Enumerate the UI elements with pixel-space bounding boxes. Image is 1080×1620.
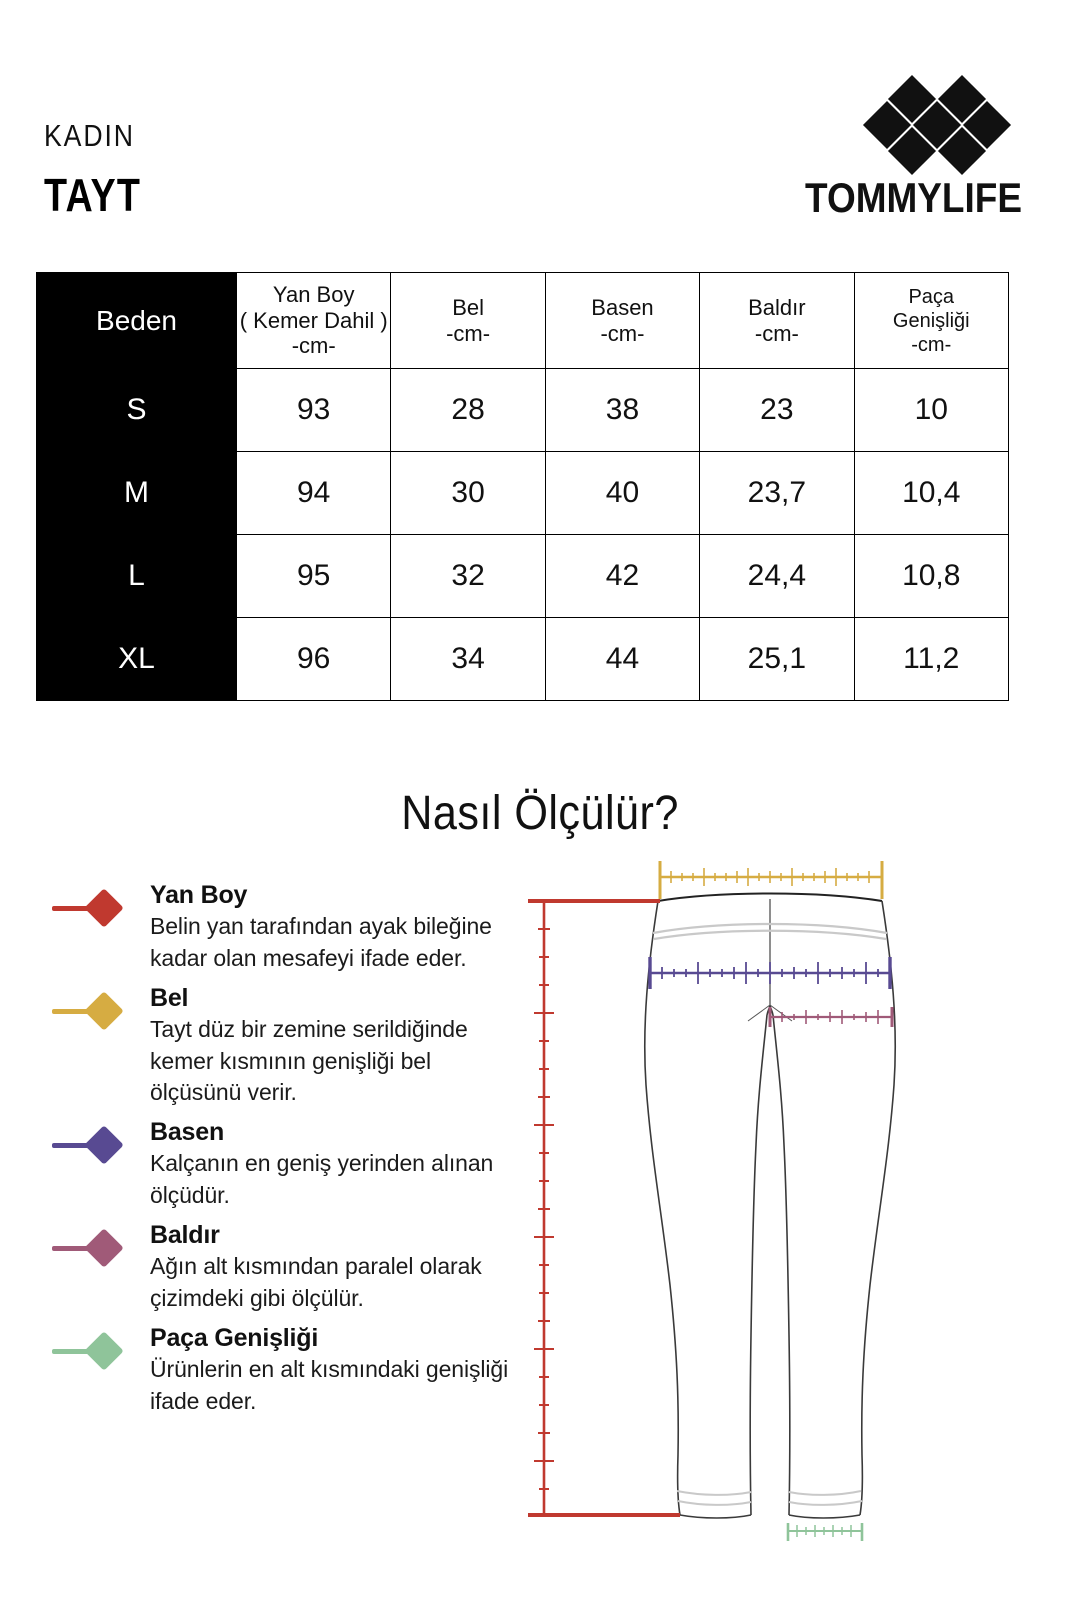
cell-beden: M — [36, 451, 237, 535]
cell-baldir: 25,1 — [699, 617, 855, 701]
cell-basen: 44 — [544, 617, 701, 701]
column-header-paca-genisligi: Paça Genişliği -cm- — [853, 272, 1009, 369]
column-header-baldir: Baldır -cm- — [699, 272, 855, 369]
header-unit: -cm- — [754, 320, 799, 346]
page-title: TAYT — [44, 169, 142, 221]
cell-bel: 30 — [390, 451, 546, 535]
diamond-lattice-logo-icon — [852, 74, 1022, 176]
basen-ruler — [648, 957, 892, 989]
header-sublabel: ( Kemer Dahil ) — [239, 307, 388, 333]
cell-yan-boy: 94 — [235, 451, 392, 535]
brand-logo: TOMMYLIFE — [752, 74, 1022, 232]
ankle-cuff-seam — [676, 1490, 863, 1506]
header-unit: -cm- — [291, 333, 336, 359]
legend-name: Basen — [150, 1118, 225, 1147]
cell-baldir: 23,7 — [699, 451, 855, 535]
header-label: Baldır — [748, 294, 806, 320]
diamond-marker-icon — [52, 888, 134, 928]
legend-item-paca-genisligi: Paça Genişliği Ürünlerin en alt kısmında… — [52, 1323, 522, 1418]
cell-yan-boy: 96 — [235, 617, 392, 701]
yan-boy-ruler — [528, 899, 680, 1517]
cell-basen: 40 — [544, 451, 701, 535]
diamond-marker-icon — [52, 1125, 134, 1165]
howto-section-title: Nasıl Ölçülür? — [401, 787, 679, 840]
category-kicker: KADIN — [44, 118, 135, 153]
header-unit: -cm- — [600, 320, 645, 346]
cell-paca: 10 — [853, 368, 1009, 452]
header-unit: -cm- — [446, 320, 491, 346]
cell-yan-boy: 93 — [235, 368, 392, 452]
table-row: L 95 32 42 24,4 10,8 — [36, 534, 1009, 618]
legend-name: Paça Genişliği — [150, 1323, 319, 1352]
header-label: Basen — [591, 294, 654, 320]
diamond-marker-icon — [52, 1228, 134, 1268]
cell-basen: 42 — [544, 534, 701, 618]
cell-basen: 38 — [544, 368, 701, 452]
legend-description: Belin yan tarafından ayak bileğine kadar… — [150, 913, 492, 971]
header-sublabel: Genişliği — [892, 309, 970, 332]
measurement-legend: Yan Boy Belin yan tarafından ayak bileği… — [52, 880, 522, 1425]
paca-ruler — [786, 1523, 864, 1541]
table-row: S 93 28 38 23 10 — [36, 368, 1009, 452]
size-chart-table: Beden Yan Boy ( Kemer Dahil ) -cm- Bel -… — [36, 272, 1009, 701]
table-header-row: Beden Yan Boy ( Kemer Dahil ) -cm- Bel -… — [36, 272, 1009, 369]
legend-item-basen: Basen Kalçanın en geniş yerinden alınan … — [52, 1117, 522, 1212]
diamond-marker-icon — [52, 990, 134, 1031]
column-header-bel: Bel -cm- — [390, 272, 546, 369]
legend-item-bel: Bel Tayt düz bir zemine serildiğinde kem… — [52, 983, 522, 1109]
cell-beden: XL — [36, 617, 237, 701]
cell-bel: 28 — [390, 368, 546, 452]
cell-beden: L — [36, 534, 237, 618]
bel-ruler — [658, 861, 884, 899]
legend-description: Tayt düz bir zemine serildiğinde kemer k… — [150, 1015, 468, 1106]
header-label: Yan Boy — [272, 281, 355, 307]
cell-paca: 10,4 — [853, 451, 1009, 535]
legend-name: Baldır — [150, 1220, 220, 1249]
legend-description: Ürünlerin en alt kısmındaki genişliği if… — [150, 1355, 509, 1414]
leggings-outline — [643, 892, 897, 1519]
legend-name: Bel — [150, 983, 189, 1012]
leggings-technical-drawing — [520, 855, 1040, 1555]
header-label: Paça — [908, 285, 955, 308]
table-row: M 94 30 40 23,7 10,4 — [36, 451, 1009, 535]
column-header-beden: Beden — [36, 272, 237, 369]
baldir-ruler — [768, 1007, 894, 1027]
diamond-marker-icon — [52, 1330, 134, 1371]
cell-baldir: 24,4 — [699, 534, 855, 618]
cell-yan-boy: 95 — [235, 534, 392, 618]
column-header-yan-boy: Yan Boy ( Kemer Dahil ) -cm- — [235, 272, 392, 369]
legend-description: Kalçanın en geniş yerinden alınan ölçüdü… — [150, 1150, 494, 1209]
legend-item-baldir: Baldır Ağın alt kısmından paralel olarak… — [52, 1220, 522, 1315]
legend-name: Yan Boy — [150, 881, 248, 909]
cell-bel: 32 — [390, 534, 546, 618]
cell-baldir: 23 — [699, 368, 855, 452]
header-unit: -cm- — [911, 333, 952, 356]
legend-description: Ağın alt kısmından paralel olarak çizimd… — [150, 1253, 482, 1311]
page-header: KADIN TAYT TOMMYLIFE — [0, 0, 1080, 250]
header-label: Bel — [452, 294, 484, 320]
cell-beden: S — [36, 368, 237, 452]
cell-paca: 11,2 — [853, 617, 1009, 701]
brand-wordmark: TOMMYLIFE — [805, 174, 1022, 221]
table-row: XL 96 34 44 25,1 11,2 — [36, 617, 1009, 701]
column-header-basen: Basen -cm- — [544, 272, 701, 369]
waistband-seam — [652, 922, 888, 941]
legend-item-yan-boy: Yan Boy Belin yan tarafından ayak bileği… — [52, 880, 522, 975]
table-header: Beden Yan Boy ( Kemer Dahil ) -cm- Bel -… — [36, 272, 1009, 369]
cell-bel: 34 — [390, 617, 546, 701]
cell-paca: 10,8 — [853, 534, 1009, 618]
table-body: S 93 28 38 23 10 M 94 30 40 23,7 10,4 L … — [36, 368, 1009, 701]
